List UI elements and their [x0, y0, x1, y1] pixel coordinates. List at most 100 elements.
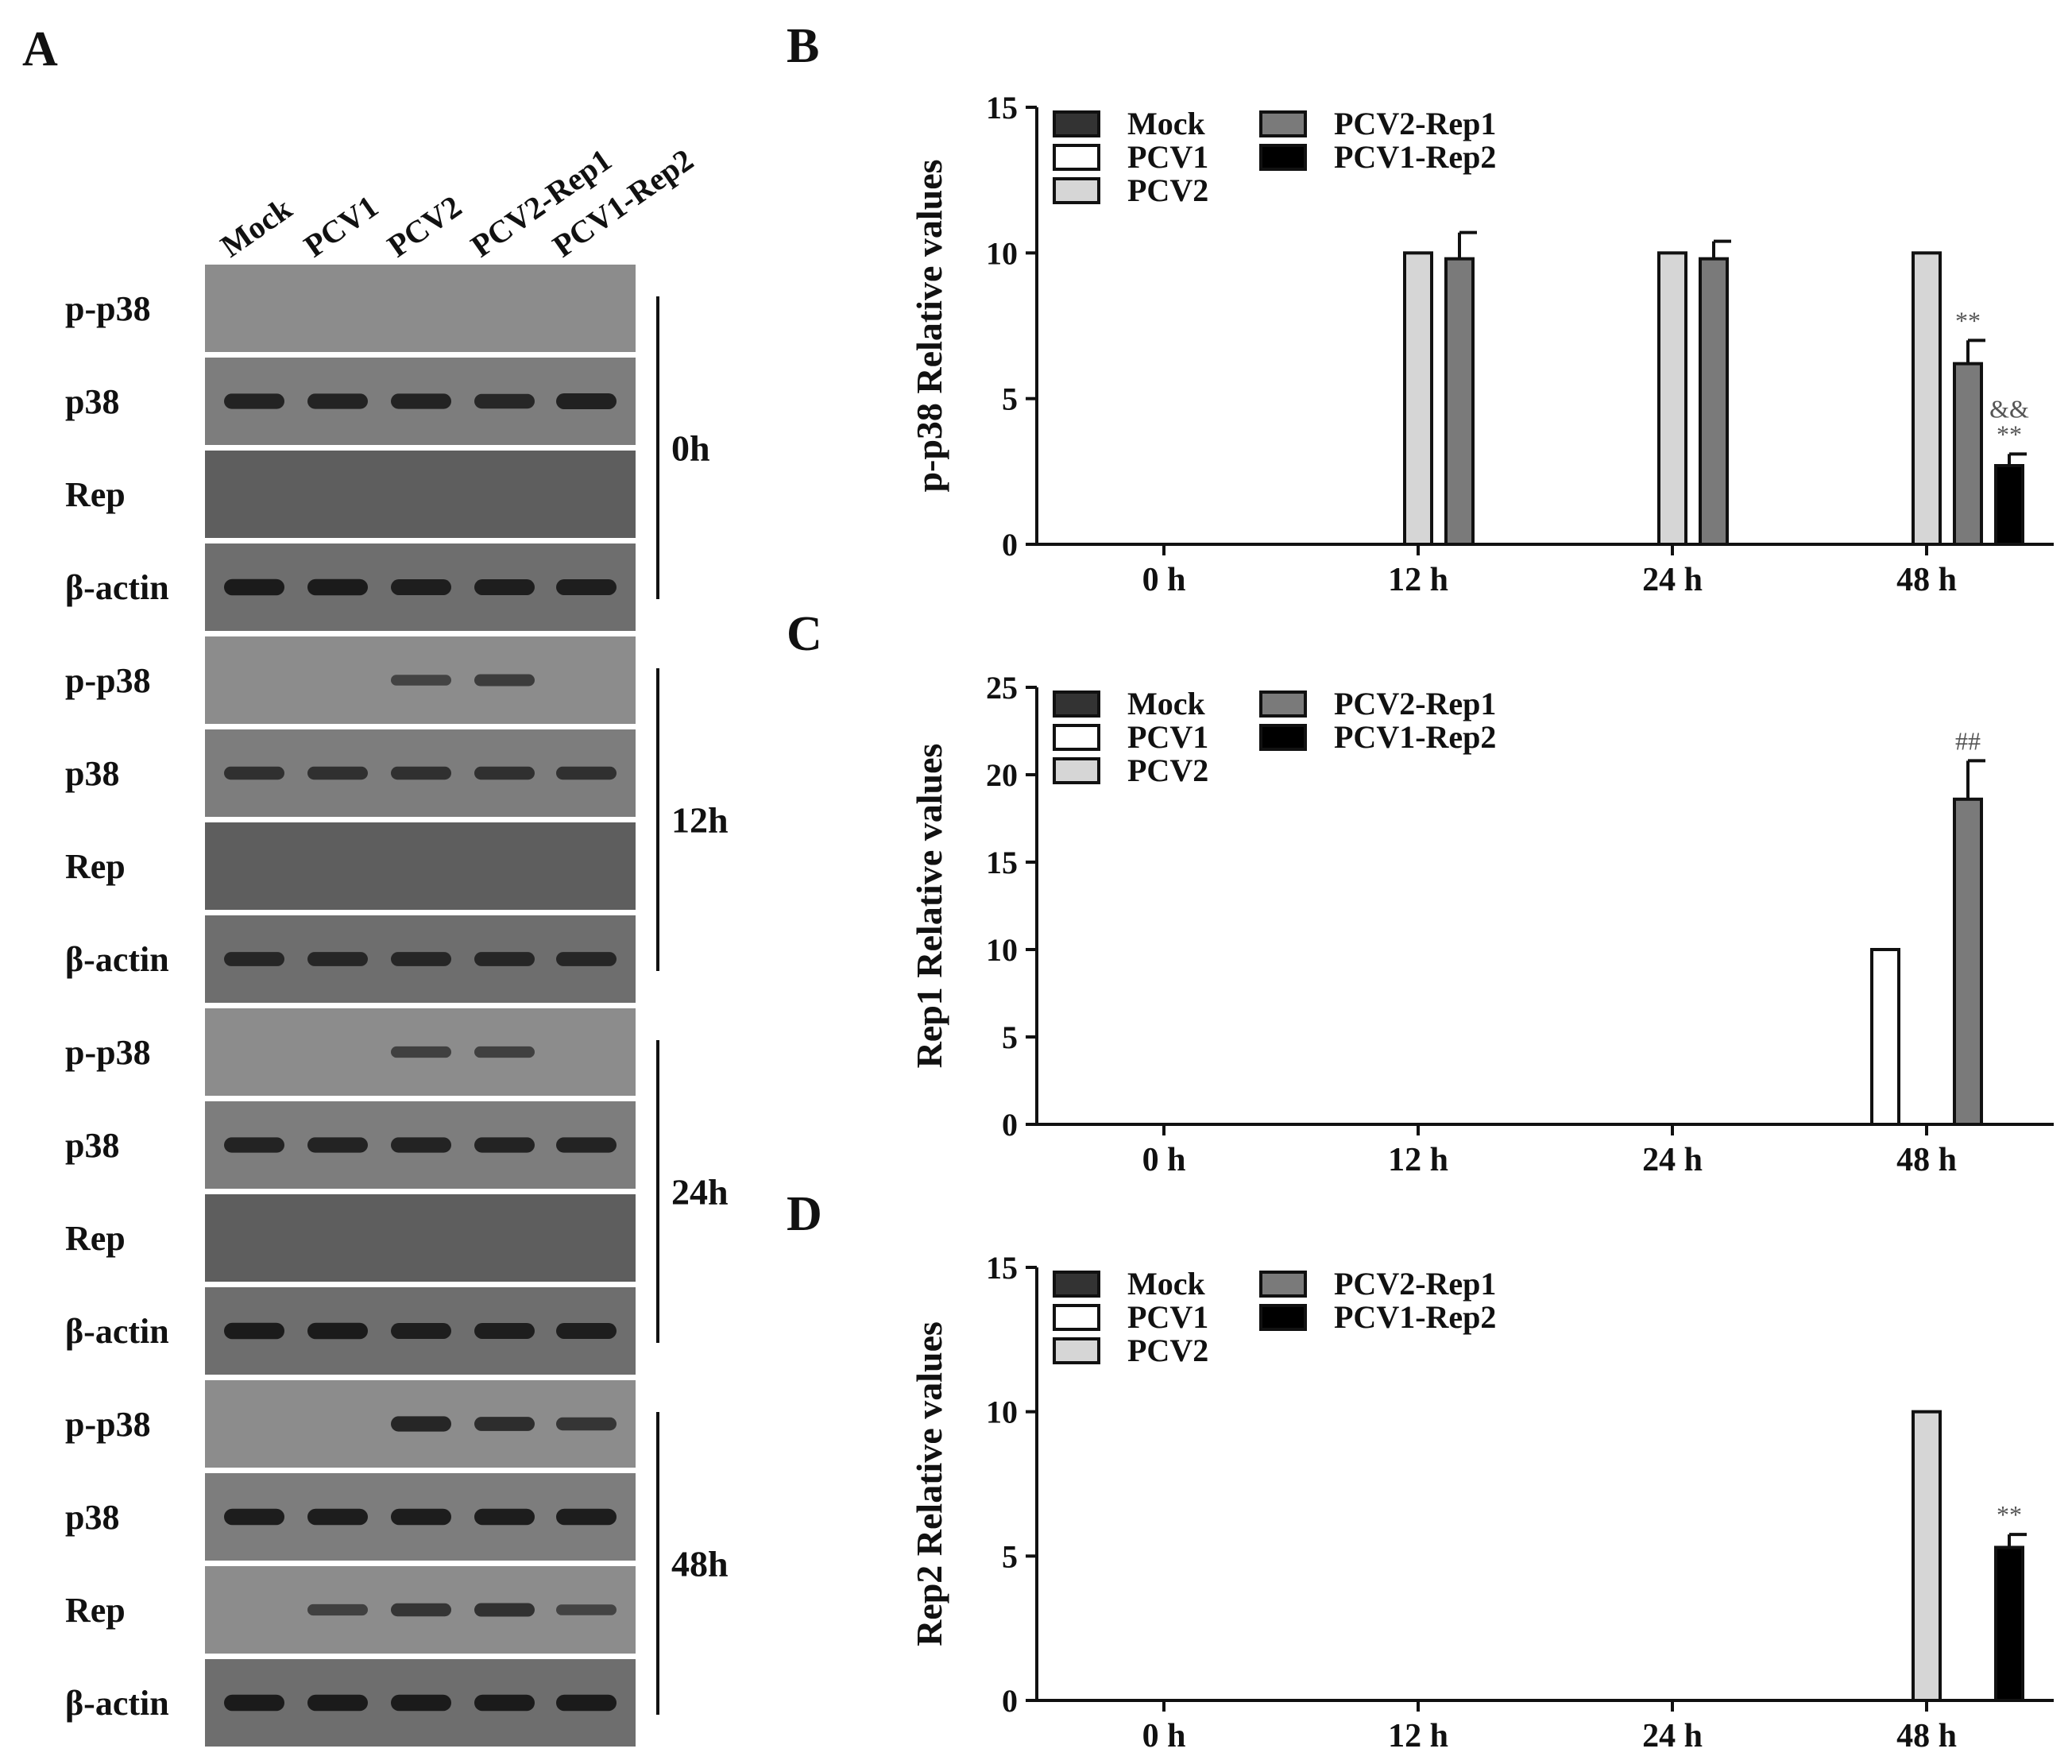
- panel-label-b: B: [787, 19, 819, 73]
- bar-pcv2-24-h: [1657, 251, 1687, 546]
- legend-swatch-mock: [1053, 1271, 1100, 1298]
- legend-label-pcv1: PCV1: [1127, 1299, 1208, 1335]
- legend-label-pcv2: PCV2: [1127, 752, 1208, 788]
- bar-pcv2-12-h: [1403, 251, 1433, 546]
- x-tick-label: 12 h: [1388, 562, 1448, 598]
- panel-label-d: D: [787, 1187, 822, 1241]
- bar-pcv2-48-h: [1912, 251, 1942, 546]
- y-tick-label: 0: [1002, 1683, 1018, 1719]
- blot-strip-rep-12h: [205, 822, 636, 910]
- chart-c: 0 5 10 15 20 25 0 h 12 h 24 h 48 h Rep1 Relative v…: [909, 670, 2054, 1178]
- blot-band-p38-48h-pcv2: [391, 1508, 451, 1526]
- blot-row-label-actin: β-actin: [65, 568, 169, 607]
- x-tick-label: 12 h: [1388, 1142, 1448, 1178]
- legend-label-pcv1: PCV1: [1127, 139, 1208, 175]
- legend-swatch-pcv2: [1053, 177, 1100, 204]
- bar-pcv1-48-h: [1870, 948, 1900, 1126]
- blot-band-actin-24h-pcv1: [307, 1322, 368, 1340]
- blot-band-p38-0h-mock: [224, 393, 284, 409]
- blot-row-label-p38: p38: [65, 1126, 119, 1165]
- blot-band-p-p38-12h-pcv2-rep1: [474, 674, 535, 687]
- significance-annotation: ##: [1955, 726, 1981, 755]
- blot-row-label-actin: β-actin: [65, 940, 169, 979]
- blot-row-label-p-p38: p-p38: [65, 1405, 151, 1444]
- blot-band-p-p38-24h-pcv2: [391, 1046, 451, 1058]
- blot-band-p38-12h-pcv1: [307, 766, 368, 780]
- y-tick-label: 5: [1002, 1019, 1018, 1055]
- blot-band-actin-12h-pcv1: [307, 952, 368, 966]
- timepoint-label-12h: 12h: [671, 800, 729, 841]
- blot-band-p38-0h-pcv1-rep2: [556, 393, 617, 409]
- x-tick-label: 0 h: [1142, 562, 1186, 598]
- bar-pcv2-rep1-48-h: [1953, 797, 1983, 1126]
- blot-band-actin-12h-mock: [224, 952, 284, 966]
- legend-label-mock: Mock: [1127, 1266, 1206, 1302]
- legend-swatch-mock: [1053, 110, 1100, 137]
- lane-label-pcv1: PCV1: [297, 188, 385, 264]
- blot-band-actin-0h-pcv2: [391, 579, 451, 595]
- blot-band-p-p38-48h-pcv1-rep2: [556, 1417, 617, 1431]
- blot-band-rep-48h-pcv1: [307, 1603, 368, 1616]
- y-tick-label: 20: [986, 757, 1018, 793]
- legend-label-pcv2-rep1: PCV2-Rep1: [1334, 1266, 1496, 1302]
- blot-strip-rep-24h: [205, 1194, 636, 1282]
- chart-d: 0 5 10 15 0 h 12 h 24 h 48 h Rep2 Relative value…: [909, 1250, 2054, 1754]
- legend-label-pcv2-rep1: PCV2-Rep1: [1334, 686, 1496, 721]
- legend-label-mock: Mock: [1127, 686, 1206, 721]
- x-tick-label: 24 h: [1642, 562, 1703, 598]
- blot-band-actin-48h-pcv1: [307, 1694, 368, 1712]
- bar-pcv1-rep2-48-h: [1994, 464, 2024, 546]
- blot-band-p38-24h-mock: [224, 1137, 284, 1153]
- y-tick-label: 15: [986, 1250, 1018, 1286]
- blot-row-label-rep: Rep: [65, 1591, 126, 1630]
- x-tick-label: 48 h: [1896, 1142, 1957, 1178]
- x-tick-label: 0 h: [1142, 1718, 1186, 1754]
- y-tick-label: 25: [986, 670, 1018, 706]
- blot-band-actin-24h-mock: [224, 1322, 284, 1340]
- blot-band-p38-12h-pcv2: [391, 766, 451, 780]
- significance-annotation: &&: [1989, 394, 2029, 423]
- blot-row-label-rep: Rep: [65, 847, 126, 886]
- bar-pcv1-rep2-48-h: [1994, 1545, 2024, 1703]
- blot-band-actin-24h-pcv1-rep2: [556, 1323, 617, 1339]
- legend-label-pcv2: PCV2: [1127, 1333, 1208, 1368]
- timepoint-label-0h: 0h: [671, 428, 710, 469]
- blot-band-p38-24h-pcv1: [307, 1137, 368, 1153]
- y-tick-label: 0: [1002, 527, 1018, 563]
- blot-band-p-p38-48h-pcv2: [391, 1416, 451, 1432]
- blot-strip-p-p38-0h: [205, 265, 636, 352]
- blot-band-actin-0h-mock: [224, 578, 284, 596]
- legend-swatch-pcv1: [1053, 1304, 1100, 1331]
- y-tick-label: 10: [986, 1395, 1018, 1430]
- legend-swatch-pcv2: [1053, 1337, 1100, 1364]
- x-tick-label: 12 h: [1388, 1718, 1448, 1754]
- blot-band-p38-0h-pcv1: [307, 393, 368, 409]
- legend-label-pcv1-rep2: PCV1-Rep2: [1334, 139, 1496, 175]
- significance-annotation: **: [1997, 1500, 2022, 1529]
- blot-band-actin-24h-pcv2-rep1: [474, 1323, 535, 1339]
- y-axis-label: Rep2 Relative values: [909, 1321, 949, 1646]
- legend-swatch-pcv2: [1053, 757, 1100, 784]
- bar-pcv2-rep1-12-h: [1444, 257, 1475, 546]
- bar-pcv2-rep1-48-h: [1953, 362, 1983, 546]
- blot-band-p38-24h-pcv1-rep2: [556, 1137, 617, 1153]
- blot-band-p38-24h-pcv2-rep1: [474, 1137, 535, 1153]
- blot-band-p-p38-48h-pcv2-rep1: [474, 1417, 535, 1431]
- legend-swatch-pcv2-rep1: [1259, 110, 1307, 137]
- y-tick-label: 10: [986, 235, 1018, 271]
- blot-band-rep-48h-pcv2-rep1: [474, 1603, 535, 1617]
- lane-label-mock: Mock: [214, 190, 299, 264]
- blot-row-label-p-p38: p-p38: [65, 289, 151, 328]
- blot-row-label-rep: Rep: [65, 1219, 126, 1258]
- lane-label-pcv2: PCV2: [381, 188, 468, 264]
- blot-band-p38-0h-pcv2: [391, 393, 451, 409]
- blot-row-label-p38: p38: [65, 754, 119, 793]
- y-tick-label: 10: [986, 932, 1018, 968]
- blot-band-p38-12h-pcv1-rep2: [556, 766, 617, 780]
- blot-band-actin-0h-pcv1-rep2: [556, 579, 617, 595]
- blot-band-p38-0h-pcv2-rep1: [474, 393, 535, 409]
- legend-label-pcv2: PCV2: [1127, 172, 1208, 208]
- legend-label-pcv1: PCV1: [1127, 719, 1208, 755]
- blot-strip-rep-0h: [205, 451, 636, 538]
- blot-row-label-actin: β-actin: [65, 1684, 169, 1723]
